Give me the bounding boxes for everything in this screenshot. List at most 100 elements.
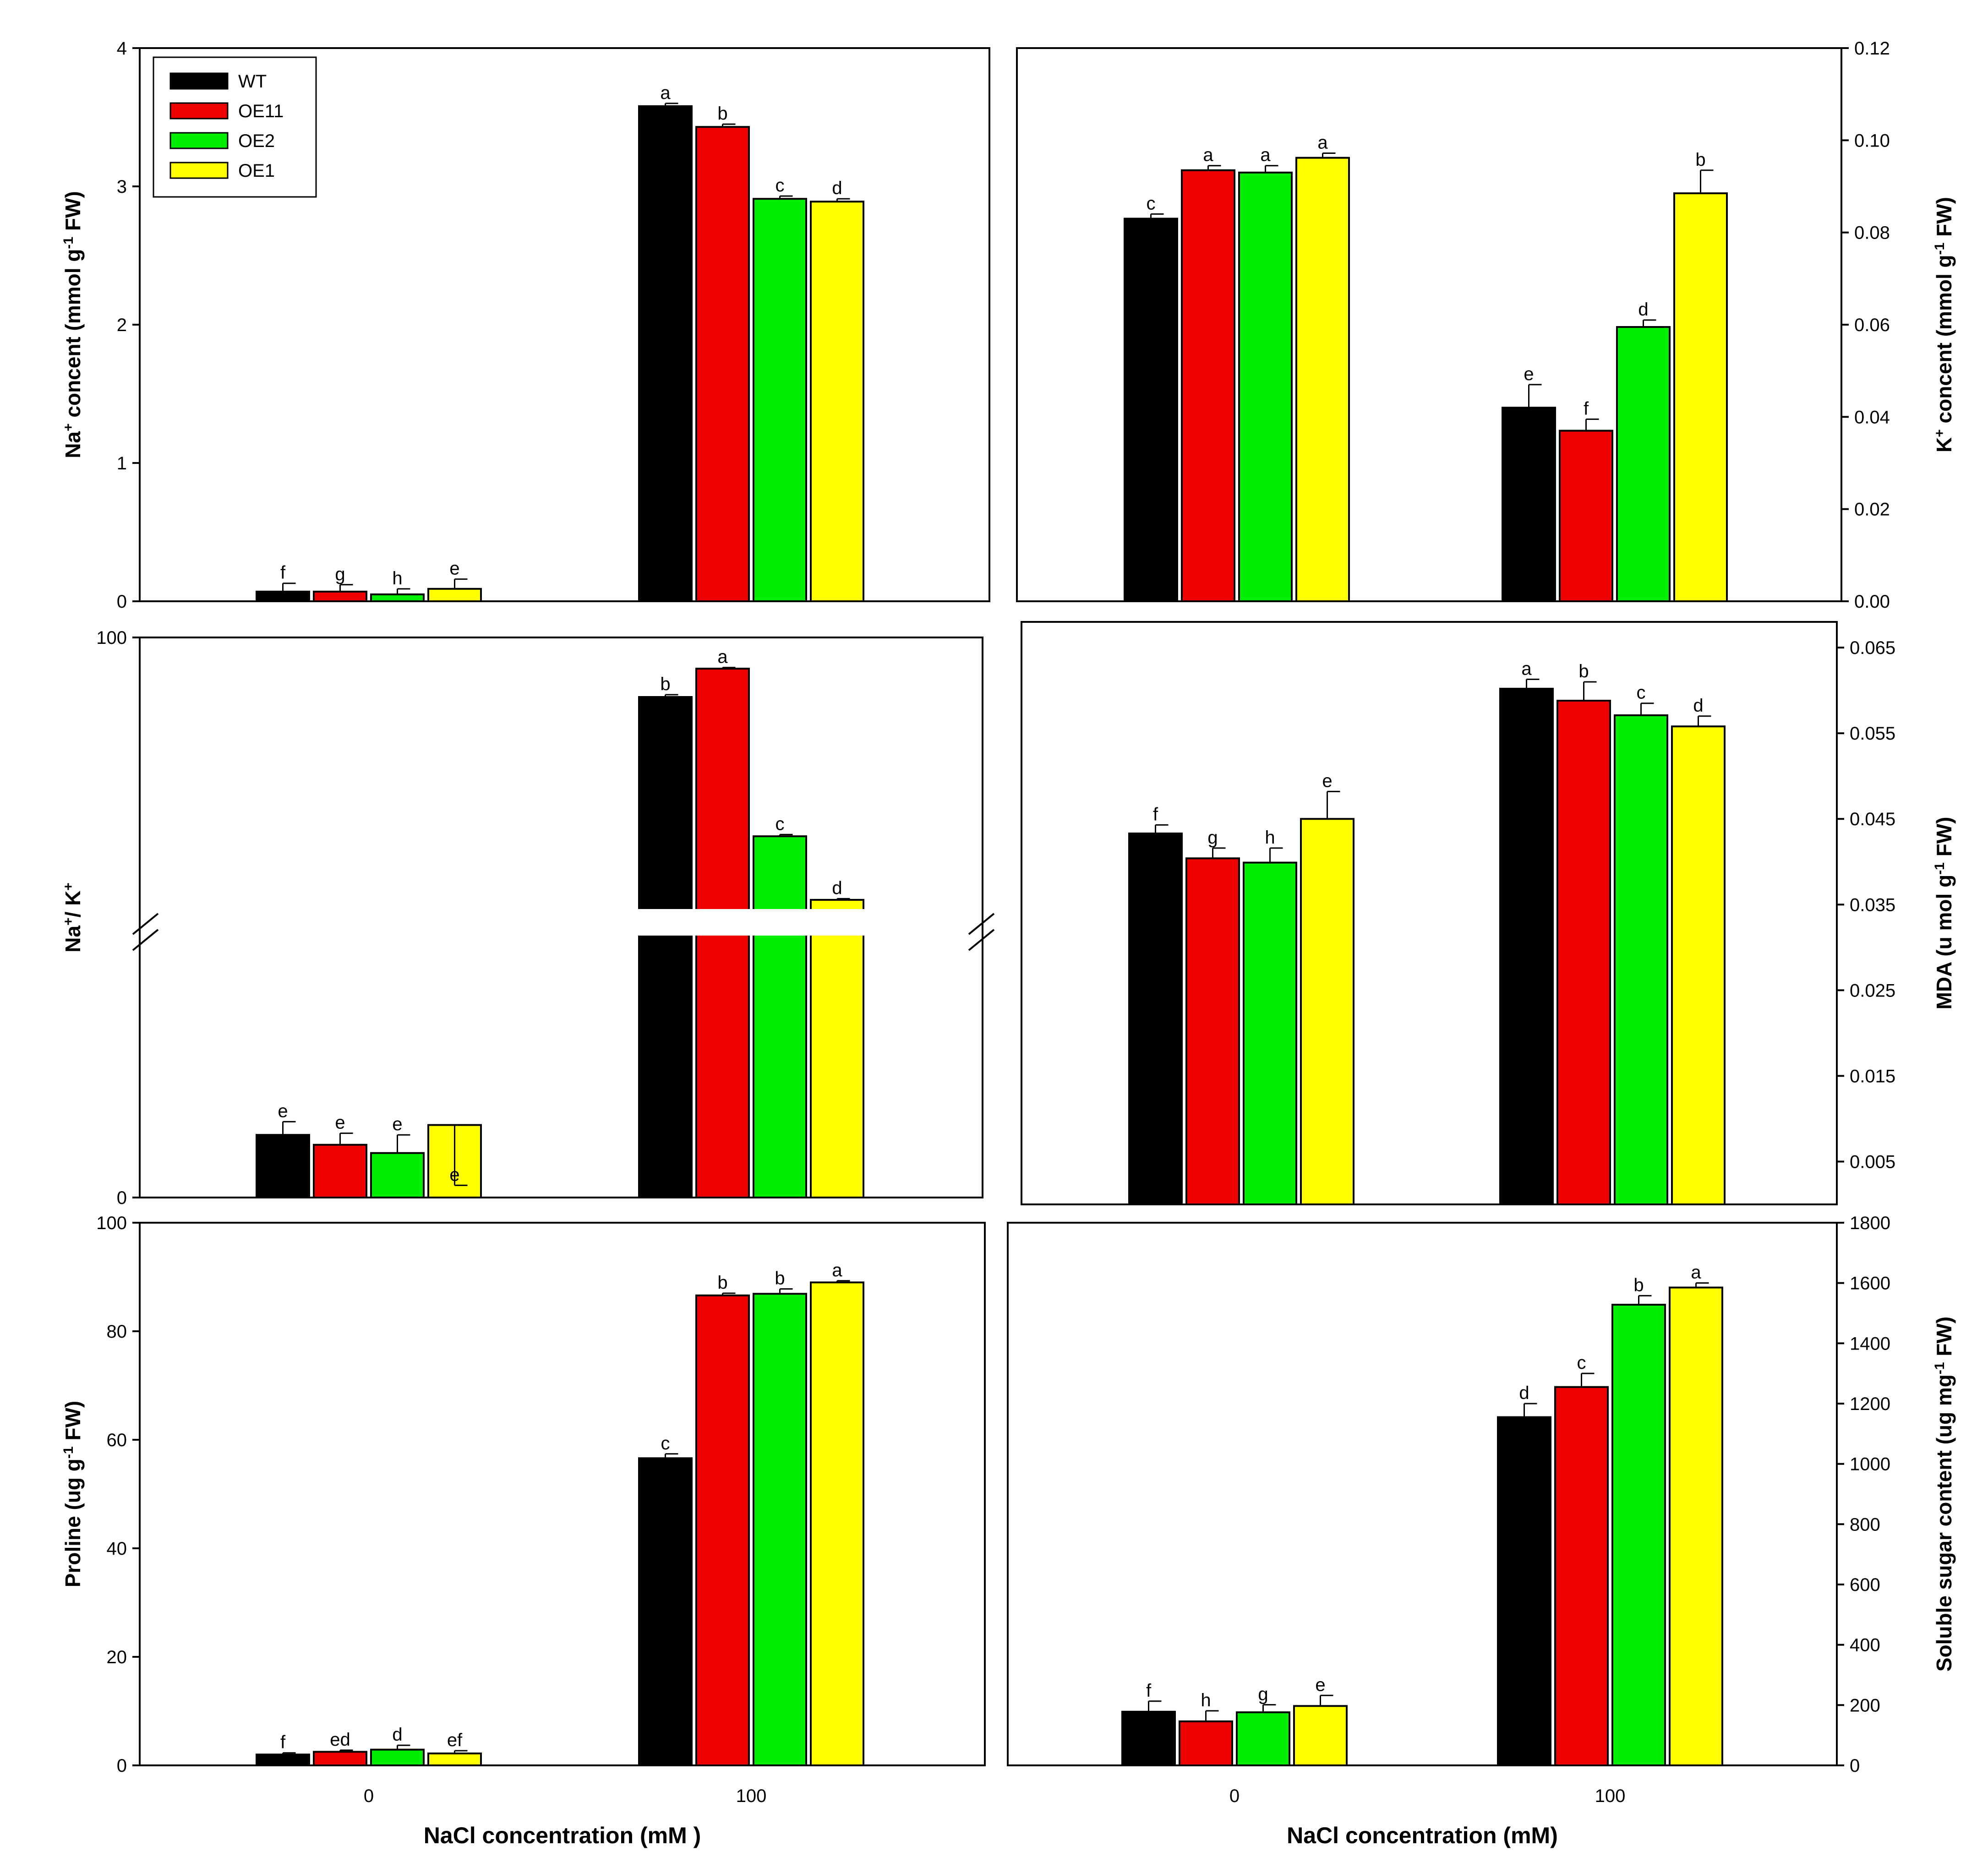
bar-wt-100	[638, 696, 693, 1198]
y-tick-label: 0.12	[1854, 38, 1890, 59]
significance-letter: c	[1147, 193, 1156, 213]
y-tick-label: 0.02	[1854, 500, 1890, 520]
bar-oe1-0	[1295, 157, 1350, 602]
y-axis-title-part: MDA (u mol g	[1932, 875, 1956, 1010]
bar-wt-0	[256, 590, 310, 602]
significance-letter: f	[1153, 804, 1158, 824]
y-tick-label: 0.08	[1854, 223, 1890, 243]
bar-wt-0	[256, 1753, 310, 1767]
significance-letter: c	[1637, 683, 1646, 703]
significance-letter: b	[1633, 1275, 1644, 1295]
significance-letter: h	[1265, 828, 1275, 848]
significance-letter: d	[832, 878, 842, 898]
significance-letter: e	[449, 1165, 459, 1185]
x-tick-label: 0	[364, 1786, 374, 1806]
y-tick-label: 2	[117, 315, 127, 335]
y-axis-title-part: Proline (ug g	[61, 1459, 85, 1587]
y-axis-title-part: concent (mmol g	[1932, 255, 1956, 429]
bar-oe2-100	[1614, 714, 1668, 1205]
significance-letter: h	[392, 568, 402, 588]
y-axis-title-part: FW)	[1932, 817, 1956, 863]
y-tick-label: 0	[117, 1756, 127, 1776]
bar-wt-0	[1121, 1710, 1176, 1766]
bar-oe2-0	[370, 593, 425, 603]
significance-letter: a	[660, 83, 671, 103]
y-tick-label: 1400	[1850, 1334, 1890, 1354]
y-tick-label: 0.025	[1850, 980, 1895, 1001]
bar-wt-0	[1124, 218, 1178, 602]
plot-frame	[1021, 621, 1838, 1205]
legend-swatch-oe11	[169, 102, 229, 120]
significance-letter: a	[1203, 145, 1213, 165]
significance-letter: d	[1519, 1383, 1529, 1403]
y-tick-label: 400	[1850, 1635, 1880, 1655]
bar-oe1-100	[810, 898, 864, 1198]
significance-letter: d	[392, 1725, 402, 1745]
significance-letter: e	[392, 1114, 402, 1134]
y-axis-title-part: Na	[61, 431, 85, 458]
significance-letter: a	[1691, 1263, 1701, 1283]
y-tick-label: 600	[1850, 1575, 1880, 1595]
significance-letter: f	[280, 563, 286, 583]
axis-break-right	[968, 913, 995, 935]
bar-oe2-100	[753, 1293, 807, 1767]
legend-swatch-wt	[169, 72, 229, 90]
y-tick-label: 0.055	[1850, 724, 1895, 744]
bar-oe2-0	[1243, 861, 1297, 1205]
bar-oe2-0	[1236, 1711, 1290, 1766]
bar-oe11-100	[695, 1294, 750, 1766]
bar-oe11-100	[1559, 430, 1613, 602]
significance-letter: a	[832, 1260, 842, 1280]
significance-letter: e	[335, 1113, 345, 1133]
y-axis-title-part: concent (mmol g	[61, 249, 85, 424]
y-axis-title-part: FW)	[1932, 197, 1956, 243]
bar-oe2-100	[753, 835, 807, 1199]
bar-wt-0	[256, 1134, 310, 1198]
y-tick-label: 1800	[1850, 1213, 1890, 1233]
bar-oe11-0	[313, 1143, 367, 1199]
y-tick-label: 0.10	[1854, 131, 1890, 151]
y-axis-title-part: -1	[1932, 862, 1947, 875]
significance-letter: e	[1315, 1675, 1325, 1695]
legend-label: OE1	[238, 161, 275, 181]
plot-frame	[139, 1222, 986, 1766]
y-tick-label: 0.045	[1850, 809, 1895, 829]
significance-letter: f	[1584, 398, 1589, 419]
significance-letter: g	[1258, 1684, 1268, 1704]
significance-letter: a	[1317, 133, 1328, 153]
bar-oe11-0	[1185, 857, 1240, 1205]
bar-oe11-0	[313, 590, 367, 602]
bar-oe11-0	[313, 1751, 367, 1766]
significance-letter: e	[278, 1101, 288, 1121]
significance-letter: a	[1521, 659, 1532, 679]
bar-wt-100	[1499, 687, 1554, 1205]
x-tick-label: 0	[1229, 1786, 1240, 1806]
y-axis-title-part: FW)	[61, 191, 85, 237]
legend-label: OE2	[238, 131, 275, 151]
y-axis-title-part: Na	[61, 926, 85, 953]
significance-letter: b	[717, 103, 727, 124]
bar-oe2-100	[1616, 326, 1671, 602]
significance-letter: f	[1146, 1681, 1152, 1701]
axis-break-right	[968, 929, 995, 951]
y-axis-title-part: +	[61, 917, 76, 926]
y-tick-label: 0	[117, 592, 127, 612]
bar-wt-0	[1128, 833, 1183, 1205]
y-tick-label: 800	[1850, 1514, 1880, 1535]
significance-letter: b	[1578, 661, 1589, 681]
bar-oe2-100	[753, 198, 807, 602]
significance-letter: c	[1577, 1353, 1586, 1373]
panel-sugar: 020040060080010001200140016001800fdhcgbe…	[1007, 1213, 1956, 1848]
y-tick-label: 0.00	[1854, 592, 1890, 612]
y-tick-label: 1	[117, 453, 127, 474]
y-tick-label: 3	[117, 177, 127, 197]
significance-letter: d	[1693, 696, 1703, 716]
y-tick-label: 1600	[1850, 1274, 1890, 1294]
bar-wt-100	[638, 105, 693, 603]
significance-letter: g	[1207, 828, 1218, 848]
y-axis-title: Proline (ug g-1 FW)	[61, 1401, 85, 1587]
bar-oe1-0	[427, 1752, 482, 1766]
legend-label: OE11	[238, 101, 284, 121]
y-axis-title-part: -1	[61, 1446, 76, 1459]
significance-letter: ef	[447, 1730, 463, 1750]
